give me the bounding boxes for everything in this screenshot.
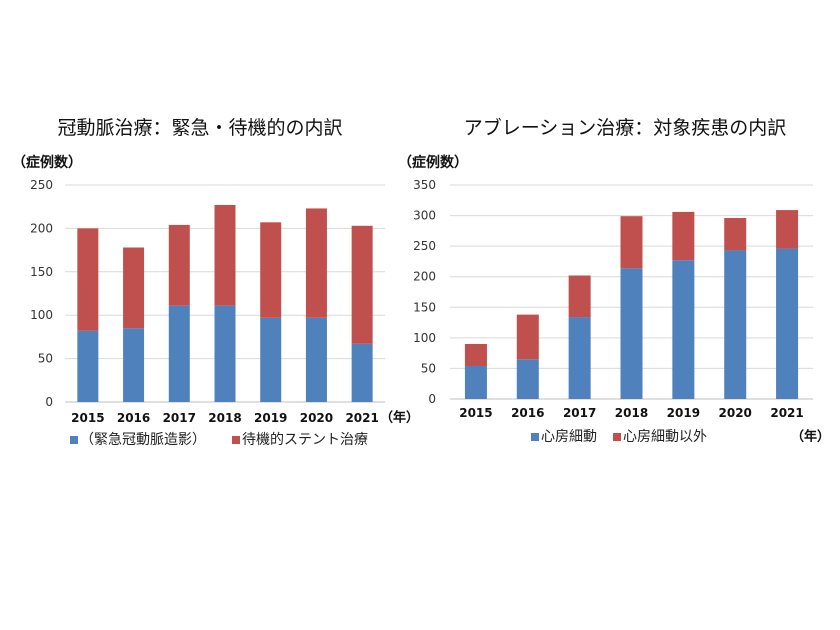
bar-1-series-2-2020	[305, 208, 327, 318]
legend-swatch-1	[70, 436, 78, 444]
legend-swatch-2	[613, 433, 621, 441]
bar-2-series-1-2018	[620, 268, 643, 399]
y-axis-label: （症例数）	[12, 154, 82, 171]
x-tick-label: 2021	[770, 406, 803, 420]
legend-label-1: 心房細動	[541, 429, 597, 445]
x-axis-unit-label: （年）	[791, 429, 830, 445]
x-tick-label: 2020	[719, 406, 752, 420]
x-tick-label: 2020	[300, 411, 333, 425]
bar-2-series-1-2021	[776, 248, 799, 399]
x-tick-label: 2021	[345, 411, 378, 425]
legend-swatch-2	[232, 436, 240, 444]
y-tick-label: 150	[413, 300, 436, 314]
bar-2-series-1-2017	[568, 317, 591, 399]
chart-2: アブレーション治療：対象疾患の内訳 （症例数） 0 50 100 150 200 250 300…	[398, 116, 830, 445]
bar-2-series-2-2020	[724, 218, 747, 251]
y-tick-label: 250	[30, 178, 53, 192]
chart-title: アブレーション治療：対象疾患の内訳	[464, 116, 787, 139]
x-tick-label: 2016	[117, 411, 150, 425]
chart-1: 冠動脈治療：緊急・待機的の内訳 （症例数） 0 50 100 150 200 250 2015 2…	[12, 117, 419, 448]
x-tick-label: 2017	[163, 411, 196, 425]
bar-1-series-1-2021	[351, 343, 373, 402]
bar-1-series-2-2019	[260, 222, 282, 318]
bar-2-series-2-2018	[620, 216, 643, 269]
bar-2-series-2-2017	[568, 275, 591, 318]
bar-1-series-1-2019	[260, 317, 282, 402]
legend-swatch-1	[531, 433, 539, 441]
x-tick-label: 2019	[254, 411, 287, 425]
y-axis-label: （症例数）	[398, 154, 468, 171]
y-tick-label: 300	[413, 209, 436, 223]
y-tick-label: 150	[30, 265, 53, 279]
x-tick-label: 2015	[71, 411, 104, 425]
bar-1-series-2-2018	[214, 204, 236, 306]
bar-2-series-2-2019	[672, 211, 695, 261]
bar-2-series-2-2016	[516, 314, 539, 360]
bar-2-series-2-2015	[464, 343, 487, 366]
x-tick-label: 2019	[667, 406, 700, 420]
bar-1-series-1-2016	[123, 328, 145, 402]
bar-1-series-1-2017	[168, 305, 190, 402]
bar-2-series-1-2020	[724, 250, 747, 399]
y-tick-label: 50	[38, 352, 53, 366]
y-tick-label: 200	[413, 270, 436, 284]
legend-label-1: （緊急冠動脈造影）	[80, 432, 206, 448]
x-tick-label: 2018	[615, 406, 648, 420]
bar-1-series-2-2017	[168, 224, 190, 306]
x-tick-label: 2015	[459, 406, 492, 420]
chart-title: 冠動脈治療：緊急・待機的の内訳	[57, 117, 342, 139]
x-tick-label: 2016	[511, 406, 544, 420]
bar-2-series-2-2021	[776, 210, 799, 249]
x-tick-label: 2018	[208, 411, 241, 425]
bar-1-series-1-2018	[214, 305, 236, 402]
x-tick-label: 2017	[563, 406, 596, 420]
bar-1-series-1-2015	[77, 330, 99, 402]
y-tick-label: 0	[428, 392, 436, 406]
legend-label-2: 心房細動以外	[623, 429, 707, 445]
x-axis-unit-label: （年）	[380, 410, 419, 426]
legend-label-2: 待機的ステント治療	[242, 431, 368, 448]
y-tick-label: 50	[421, 361, 436, 375]
bar-1-series-2-2021	[351, 225, 373, 344]
y-tick-label: 100	[413, 331, 436, 345]
bar-2-series-1-2016	[516, 359, 539, 399]
bar-1-series-2-2016	[123, 247, 145, 329]
y-tick-label: 350	[413, 178, 436, 192]
bar-2-series-1-2019	[672, 260, 695, 399]
bar-2-series-1-2015	[464, 365, 487, 399]
bar-1-series-1-2020	[305, 317, 327, 402]
bar-1-series-2-2015	[77, 228, 99, 331]
y-tick-label: 250	[413, 239, 436, 253]
y-tick-label: 200	[30, 221, 53, 235]
y-tick-label: 100	[30, 308, 53, 322]
y-tick-label: 0	[45, 395, 53, 409]
